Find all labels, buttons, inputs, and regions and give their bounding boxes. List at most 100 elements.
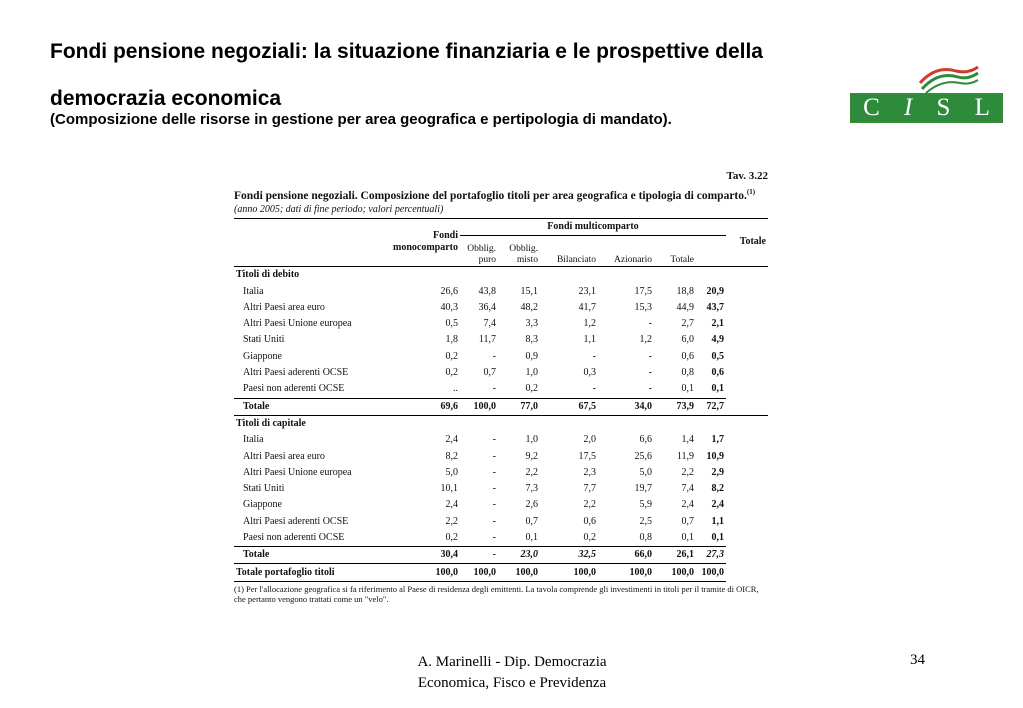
table-cell: 10,9 xyxy=(706,450,725,462)
table-cell: 66,0 xyxy=(598,546,654,564)
table-cell: 100,0 xyxy=(498,563,540,582)
table-cell: 17,5 xyxy=(634,285,653,297)
table-cell: 1,1 xyxy=(711,515,725,527)
logo-letter-i: I xyxy=(903,94,913,121)
logo-box: C I S L xyxy=(850,93,1003,123)
table-cell: 8,3 xyxy=(525,334,539,346)
table-cell: 0,5 xyxy=(711,350,725,362)
table-row: Altri Paesi aderenti OCSE 2,2 - 0,7 0,6 2,5 0,… xyxy=(234,514,768,530)
table-cell: 0,2 xyxy=(525,383,539,395)
table-cell: 0,6 xyxy=(681,350,695,362)
table-cell: 48,2 xyxy=(520,301,539,313)
section-row-debito: Titoli di debito xyxy=(234,266,768,284)
header-fondi-multi: Fondi multicomparto xyxy=(460,218,726,237)
section-row-capitale: Titoli di capitale xyxy=(234,414,768,433)
table-cell: 2,0 xyxy=(583,434,597,446)
table-number: Tav. 3.22 xyxy=(726,170,768,182)
total-row-debito: Totale 69,6 100,0 77,0 67,5 34,0 73,9 72,7 xyxy=(234,397,768,416)
table-cell: 0,9 xyxy=(525,350,539,362)
table-cell: - xyxy=(492,450,496,462)
row-label: Totale portafoglio titoli xyxy=(234,563,386,582)
table-cell: 11,9 xyxy=(676,450,694,462)
table-cell: 19,7 xyxy=(634,483,653,495)
table-cell: 100,0 xyxy=(386,563,460,582)
section-label: Titoli di debito xyxy=(234,266,768,284)
table-cell: 0,6 xyxy=(711,367,725,379)
table-cell: 100,0 xyxy=(654,563,696,582)
table-cell: 100,0 xyxy=(540,563,598,582)
logo-letter-c: C xyxy=(863,94,880,121)
row-label: Altri Paesi Unione europea xyxy=(243,466,352,478)
table-cell: 0,3 xyxy=(583,367,597,379)
table-cell: - xyxy=(492,350,496,362)
table-cell: 4,9 xyxy=(711,334,725,346)
table-cell: 7,4 xyxy=(483,318,497,330)
table-cell: 73,9 xyxy=(654,397,696,416)
table-cell: - xyxy=(592,383,596,395)
table-cell: 1,1 xyxy=(583,334,597,346)
table-cell: 2,9 xyxy=(711,466,725,478)
header-blank xyxy=(234,218,386,268)
table-cell: 27,3 xyxy=(696,546,726,564)
table-cell: 100,0 xyxy=(696,563,726,582)
table-cell: 23,0 xyxy=(498,546,540,564)
table-row: Giappone 2,4 - 2,6 2,2 5,9 2,4 2,4 xyxy=(234,497,768,513)
table-cell: 72,7 xyxy=(696,397,726,416)
table-row: Italia 2,4 - 1,0 2,0 6,6 1,4 1,7 xyxy=(234,432,768,448)
table-cell: .. xyxy=(453,383,458,395)
section-label: Titoli di capitale xyxy=(234,414,768,433)
table-cell: 2,6 xyxy=(525,499,539,511)
row-label: Altri Paesi area euro xyxy=(243,301,325,313)
table-cell: 100,0 xyxy=(460,397,498,416)
table-cell: 1,7 xyxy=(711,434,725,446)
row-label: Stati Uniti xyxy=(243,483,285,495)
table-cell: 0,1 xyxy=(711,383,725,395)
table-cell: 11,7 xyxy=(478,334,496,346)
table-cell: 2,4 xyxy=(445,499,459,511)
table-row: Altri Paesi Unione europea 0,5 7,4 3,3 1,2 - 2… xyxy=(234,316,768,332)
table-cell: 5,9 xyxy=(639,499,653,511)
table-cell: 7,4 xyxy=(681,483,695,495)
table-cell: 0,2 xyxy=(445,367,459,379)
table-cell: 3,3 xyxy=(525,318,539,330)
table-cell: - xyxy=(648,367,652,379)
table-body: Titoli di debito Italia 26,6 43,8 15,1 23,1 17… xyxy=(234,266,768,582)
table-cell: 1,4 xyxy=(681,434,695,446)
table-title-note-mark: (1) xyxy=(746,188,756,196)
table-cell: 2,5 xyxy=(639,515,653,527)
header-fondi-mono: Fondi monocomparto xyxy=(386,218,460,268)
logo-letter-l: L xyxy=(974,94,990,121)
table-cell: 5,0 xyxy=(445,466,459,478)
table-row: Paesi non aderenti OCSE.. - 0,2 - - 0,1 0,1 xyxy=(234,381,768,398)
header-obblig-misto: Obblig. misto xyxy=(498,235,540,268)
table-row: Paesi non aderenti OCSE 0,2 - 0,1 0,2 0,8 0,1 0… xyxy=(234,530,768,547)
table-cell: 10,1 xyxy=(440,483,459,495)
table-row: Altri Paesi aderenti OCSE 0,2 0,7 1,0 0,3 - 0,… xyxy=(234,365,768,381)
table-cell: 43,7 xyxy=(706,301,725,313)
table-cell: 5,0 xyxy=(639,466,653,478)
table-cell: 2,2 xyxy=(525,466,539,478)
table-cell: 0,2 xyxy=(583,532,597,544)
table-cell: 0,8 xyxy=(639,532,653,544)
cisl-logo: C I S L xyxy=(850,63,1005,125)
slide-title: Fondi pensione negoziali: la situazione … xyxy=(50,40,763,110)
table-cell: 6,0 xyxy=(681,334,695,346)
portfolio-table: Fondi monocomparto Fondi multicomparto T… xyxy=(234,218,768,582)
table-cell: 15,1 xyxy=(520,285,539,297)
table-cell: 25,6 xyxy=(634,450,653,462)
table-cell: 0,7 xyxy=(681,515,695,527)
table-cell: 2,2 xyxy=(583,499,597,511)
table-cell: 0,8 xyxy=(681,367,695,379)
table-row: Altri Paesi area euro 40,3 36,4 48,2 41,7 15,… xyxy=(234,300,768,316)
table-cell: 2,4 xyxy=(711,499,725,511)
table-cell: 2,4 xyxy=(445,434,459,446)
row-label: Italia xyxy=(243,434,264,446)
row-label: Altri Paesi aderenti OCSE xyxy=(243,515,349,527)
table-cell: 100,0 xyxy=(598,563,654,582)
table-cell: 0,7 xyxy=(525,515,539,527)
logo-letter-s: S xyxy=(936,94,951,121)
grand-total-row: Totale portafoglio titoli 100,0 100,0 100,0… xyxy=(234,563,768,582)
row-label: Giappone xyxy=(243,350,282,362)
table-cell: 26,6 xyxy=(440,285,459,297)
table-cell: 18,8 xyxy=(676,285,695,297)
